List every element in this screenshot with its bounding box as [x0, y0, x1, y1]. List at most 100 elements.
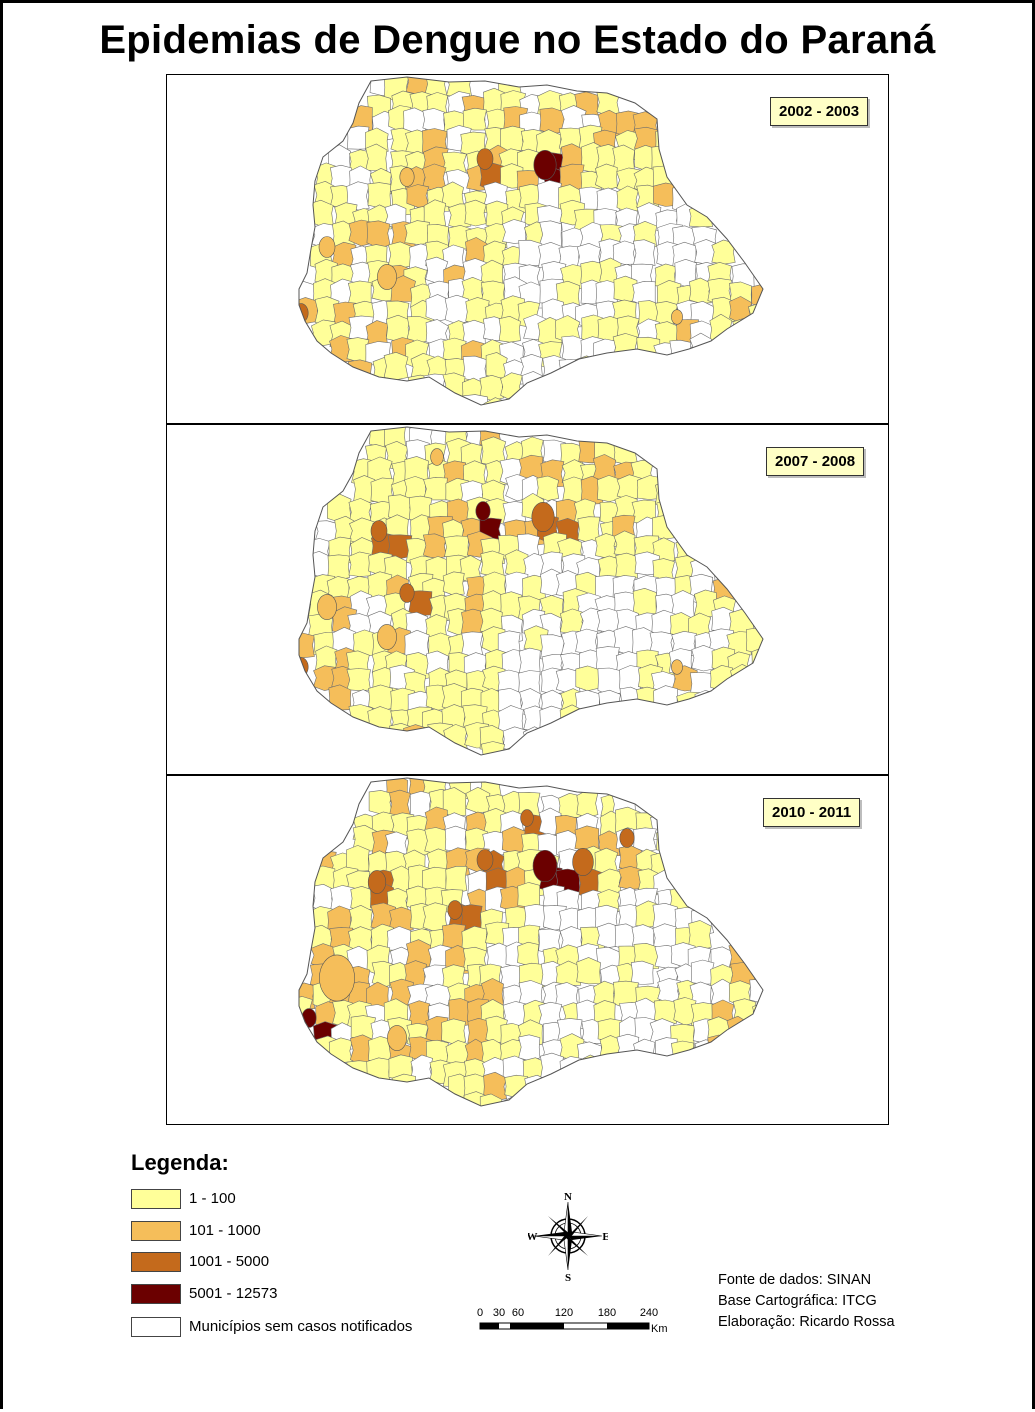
municipality [711, 239, 736, 265]
municipality [749, 978, 763, 1004]
municipality [612, 333, 639, 361]
scale-bar: 0 30 60 120 180 240 Km [477, 1307, 668, 1335]
scale-unit: Km [651, 1323, 668, 1335]
municipality [422, 533, 447, 560]
municipality [500, 125, 526, 151]
municipality [484, 223, 508, 249]
municipality [632, 587, 657, 617]
municipality [366, 1057, 392, 1086]
municipality [483, 1071, 508, 1102]
municipality [531, 502, 555, 533]
author: Elaboração: Ricardo Rossa [718, 1314, 895, 1330]
municipality [318, 236, 336, 258]
municipality [366, 220, 391, 249]
municipality [524, 1074, 550, 1102]
compass-rose-icon: N S W E [528, 1191, 608, 1282]
period-label: 2007 - 2008 [766, 447, 865, 476]
municipality [575, 628, 599, 654]
municipality [597, 475, 621, 502]
municipality [540, 1076, 565, 1103]
municipality [299, 303, 309, 323]
municipality [633, 1038, 656, 1069]
legend-title: Legenda: [131, 1150, 229, 1175]
municipality [403, 107, 426, 134]
municipality [388, 241, 413, 269]
municipality [383, 351, 409, 381]
scale-tick: 30 [493, 1307, 505, 1319]
legend-label: 101 - 1000 [189, 1222, 261, 1239]
municipality [517, 882, 541, 908]
municipality [518, 1034, 541, 1062]
parana-map [298, 426, 764, 756]
scale-tick: 0 [477, 1307, 483, 1319]
municipality [517, 941, 540, 966]
legend-label: 1 - 100 [189, 1190, 236, 1207]
municipality [462, 107, 487, 131]
municipality [575, 665, 600, 692]
municipality [444, 535, 470, 559]
municipality [346, 668, 371, 691]
municipality [327, 554, 351, 581]
municipality [688, 920, 712, 951]
municipality [317, 594, 337, 620]
municipality [707, 1034, 730, 1061]
municipality [442, 787, 467, 817]
municipality [613, 530, 636, 556]
municipality [576, 957, 601, 985]
municipality [348, 551, 371, 577]
data-source: Fonte de dados: SINAN [718, 1272, 872, 1288]
municipality [447, 900, 463, 920]
period-label: 2010 - 2011 [763, 798, 861, 827]
municipality [522, 726, 547, 754]
municipality [387, 1025, 407, 1051]
municipality [732, 318, 755, 348]
scale-tick: 180 [598, 1307, 616, 1319]
municipality [542, 355, 566, 384]
municipality [476, 148, 494, 170]
municipality [475, 501, 491, 521]
municipality [442, 372, 466, 399]
period-label: 2002 - 2003 [770, 97, 869, 126]
compass-w: W [528, 1231, 538, 1243]
compass-n: N [564, 1191, 572, 1203]
municipality [575, 689, 600, 716]
municipality [367, 182, 392, 209]
municipality [618, 865, 643, 890]
municipality [532, 849, 558, 883]
parana-map [298, 777, 764, 1107]
municipality [423, 199, 447, 228]
municipality [422, 108, 446, 133]
municipality [630, 960, 654, 985]
municipality [423, 476, 448, 501]
municipality [726, 1015, 750, 1048]
legend-swatch [131, 1317, 181, 1337]
municipality [399, 583, 415, 603]
municipality [502, 1095, 525, 1106]
municipality [367, 870, 387, 894]
municipality [751, 646, 763, 676]
municipality [595, 533, 617, 559]
municipality [653, 685, 678, 712]
municipality [441, 1018, 466, 1045]
legend-label: Municípios sem casos notificados [189, 1318, 413, 1335]
map-panel-2010-2011: 2010 - 2011 [166, 775, 889, 1125]
credits: Fonte de dados: SINAN Base Cartográfica:… [718, 1270, 895, 1333]
municipality [574, 355, 599, 383]
parana-map [298, 76, 764, 406]
legend-swatch [131, 1284, 181, 1304]
municipality [377, 264, 397, 290]
scale-tick: 60 [512, 1307, 524, 1319]
municipality [671, 659, 683, 675]
legend-label: 1001 - 5000 [189, 1253, 270, 1270]
municipality [389, 789, 411, 818]
municipality [748, 302, 763, 329]
legend-swatch [131, 1252, 181, 1272]
municipality [689, 332, 712, 361]
municipality [307, 199, 334, 227]
municipality [476, 849, 494, 871]
municipality [593, 338, 617, 363]
municipality [619, 828, 635, 848]
municipality [391, 1073, 417, 1101]
municipality [430, 448, 444, 466]
scale-tick: 120 [555, 1307, 573, 1319]
